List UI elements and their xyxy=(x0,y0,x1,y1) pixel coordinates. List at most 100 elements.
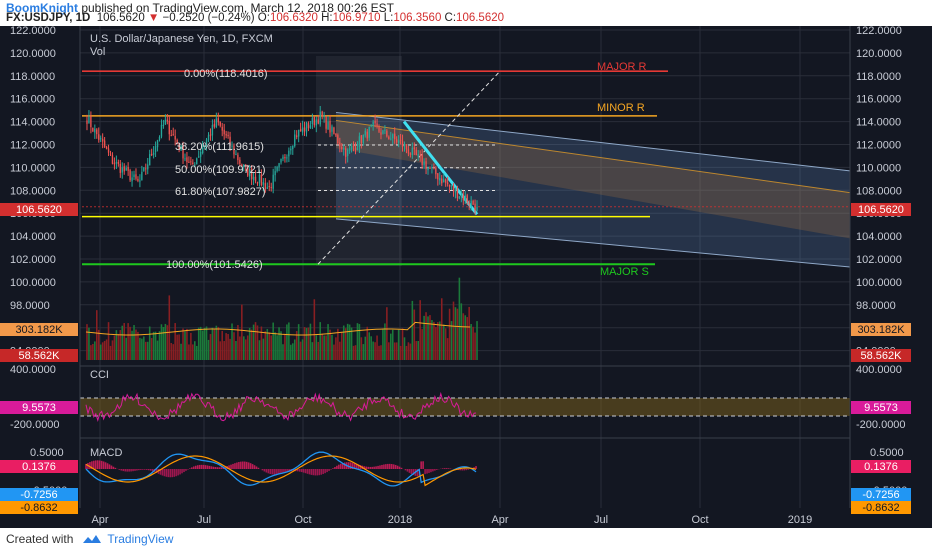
candle-body xyxy=(327,121,329,130)
candle-body xyxy=(237,154,239,161)
candle-body xyxy=(433,166,435,168)
macd-histogram-bar xyxy=(377,465,379,469)
candle-body xyxy=(325,116,327,129)
time-axis-label: Apr xyxy=(91,514,108,526)
macd-histogram-bar xyxy=(408,469,411,473)
volume-bar xyxy=(239,336,241,360)
candle-body xyxy=(205,139,208,145)
candle-body xyxy=(264,183,267,190)
volume-bar xyxy=(280,331,282,360)
candle-body xyxy=(394,133,396,140)
candle-body xyxy=(109,153,112,155)
macd-histogram-bar xyxy=(214,467,217,469)
volume-bar xyxy=(139,337,141,360)
volume-bar xyxy=(205,326,208,360)
macd-histogram-bar xyxy=(108,464,111,469)
macd-histogram-bar xyxy=(234,463,236,469)
volume-bar xyxy=(137,331,139,360)
candle-body xyxy=(307,123,310,129)
macd-hist-left: 0.1376 xyxy=(22,461,56,473)
macd-histogram-bar xyxy=(171,469,174,478)
macd-histogram-bar xyxy=(208,465,211,469)
macd-histogram-bar xyxy=(279,469,281,475)
tradingview-logo[interactable]: TradingView xyxy=(81,532,173,546)
macd-histogram-bar xyxy=(443,468,446,469)
volume-bar xyxy=(384,323,386,360)
candle-body xyxy=(468,202,470,205)
high-value: 106.9710 xyxy=(332,12,381,24)
volume-bar xyxy=(364,336,367,360)
price-tick-left: 122.0000 xyxy=(10,26,56,37)
price-tick-left: 114.0000 xyxy=(10,117,55,129)
volume-bar xyxy=(415,341,418,360)
volume-bar xyxy=(427,316,429,360)
macd-histogram-bar xyxy=(102,461,105,469)
volume-bar xyxy=(472,326,474,360)
candle-body xyxy=(339,142,341,147)
candle-body xyxy=(462,195,464,201)
volume-bar xyxy=(90,345,92,360)
volume-bar xyxy=(276,335,278,360)
candle-body xyxy=(309,125,312,128)
candle-body xyxy=(417,154,419,157)
macd-histogram-bar xyxy=(357,464,360,469)
price-tick-left: 98.0000 xyxy=(10,300,50,312)
volume-bar xyxy=(260,326,263,360)
publish-info: published on TradingView.com, March 12, … xyxy=(81,1,394,15)
legend-vol: Vol xyxy=(90,46,105,58)
candle-body xyxy=(209,134,212,137)
volume-bar xyxy=(217,326,220,360)
volume-bar xyxy=(307,327,310,360)
candle-body xyxy=(315,119,317,126)
candle-body xyxy=(166,119,169,122)
volume-bar xyxy=(148,326,151,360)
macd-histogram-bar xyxy=(124,469,126,472)
macd-histogram-bar xyxy=(106,463,109,469)
volume-bar xyxy=(293,339,296,360)
price-tick-right: 118.0000 xyxy=(856,71,901,83)
macd-histogram-bar xyxy=(271,469,273,475)
macd-histogram-bar xyxy=(390,464,393,469)
candle-body xyxy=(384,129,386,131)
candle-body xyxy=(460,194,463,196)
volume-bar xyxy=(95,310,98,360)
volume-bar xyxy=(211,327,214,360)
candle-body xyxy=(217,118,219,123)
macd-histogram-bar xyxy=(463,469,466,471)
volume-bar xyxy=(433,321,435,360)
macd-histogram-bar xyxy=(89,462,91,469)
macd-histogram-bar xyxy=(381,464,383,469)
volume-bar xyxy=(231,323,233,360)
candle-body xyxy=(366,131,368,139)
macd-histogram-bar xyxy=(326,469,328,473)
volume-bar xyxy=(350,327,353,360)
candle-body xyxy=(203,145,206,148)
volume-bar xyxy=(193,341,196,360)
cci-badge-left xyxy=(0,401,78,414)
volume-bar xyxy=(119,330,122,360)
macd-histogram-bar xyxy=(189,468,191,469)
macd-histogram-bar xyxy=(198,464,201,469)
chart-canvas[interactable]: 122.0000 122.0000 120.0000 120.0000 118.0000… xyxy=(0,26,932,528)
macd-histogram-bar xyxy=(243,461,246,469)
volume-bar xyxy=(156,340,159,360)
macd-histogram-bar xyxy=(285,469,287,473)
macd-histogram-bar xyxy=(118,469,121,470)
macd-histogram-bar xyxy=(375,466,377,469)
macd-histogram-bar xyxy=(328,469,330,471)
volume-bar xyxy=(188,344,190,360)
author-name[interactable]: BoomKnight xyxy=(6,1,78,15)
volume-bars xyxy=(85,277,478,360)
tradingview-brand: TradingView xyxy=(107,532,174,546)
down-triangle-icon: ▼ xyxy=(147,12,160,24)
candle-body xyxy=(123,166,125,172)
volume-bar xyxy=(313,299,316,360)
volume-bar xyxy=(442,324,445,360)
price-tick-left: 110.0000 xyxy=(10,162,55,174)
candle-body xyxy=(448,184,451,187)
candle-body xyxy=(92,127,94,132)
macd-histogram-bar xyxy=(193,466,195,469)
volume-bar xyxy=(303,327,306,360)
low-label: L: xyxy=(383,12,394,24)
candle-body xyxy=(345,148,347,157)
